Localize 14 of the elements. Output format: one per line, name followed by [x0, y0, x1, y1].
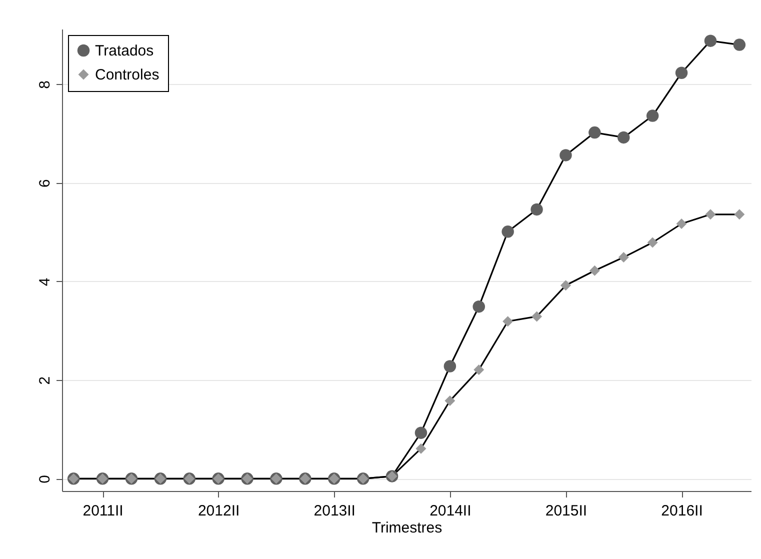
x-tick-label: 2016II — [661, 502, 703, 520]
y-tick-label: 4 — [36, 278, 54, 286]
y-tick-label: 0 — [36, 475, 54, 484]
y-tick-label: 8 — [36, 80, 54, 89]
legend-label: Controles — [95, 66, 160, 84]
x-tick-label: 2015II — [545, 502, 588, 520]
legend-label: Tratados — [95, 42, 154, 60]
x-axis-title: Trimestres — [372, 520, 442, 536]
x-tick-label: 2013II — [314, 502, 356, 520]
x-tick-label: 2014II — [430, 502, 472, 520]
x-tick-label: 2011II — [82, 502, 124, 520]
y-tick-label: 6 — [36, 179, 54, 188]
y-tick-label: 2 — [36, 376, 54, 385]
x-tick-label: 2012II — [198, 502, 240, 520]
